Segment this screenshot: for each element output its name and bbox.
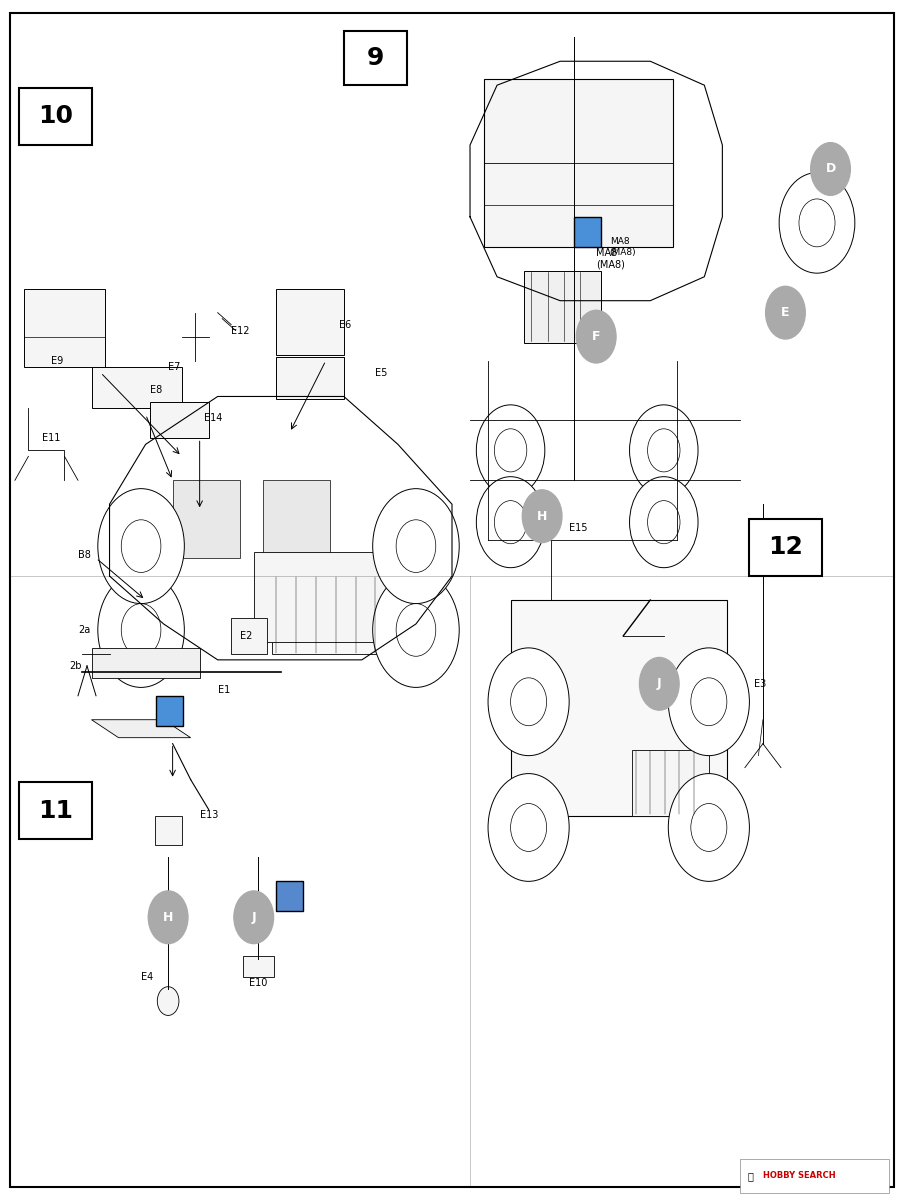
Bar [263, 480, 330, 558]
Circle shape [488, 648, 569, 756]
Text: 2a: 2a [78, 625, 90, 635]
Text: E15: E15 [569, 523, 587, 533]
Circle shape [234, 890, 274, 943]
Bar [91, 648, 200, 678]
Circle shape [628, 476, 697, 568]
Text: D: D [824, 162, 834, 175]
Text: E13: E13 [200, 810, 218, 821]
Text: 10: 10 [38, 104, 73, 128]
Bar [276, 356, 343, 398]
Bar [23, 289, 105, 366]
Text: MA8
(MA8): MA8 (MA8) [609, 238, 636, 257]
Bar [524, 271, 600, 342]
Text: 2b: 2b [69, 661, 81, 671]
Circle shape [396, 520, 435, 572]
Circle shape [628, 404, 697, 496]
Text: J: J [656, 677, 661, 690]
Text: E14: E14 [204, 413, 222, 424]
Circle shape [690, 678, 726, 726]
Circle shape [647, 428, 679, 472]
Circle shape [494, 428, 526, 472]
Bar [276, 881, 303, 911]
Bar [19, 88, 91, 145]
Circle shape [690, 804, 726, 852]
Bar [231, 618, 267, 654]
Bar [276, 289, 343, 354]
Text: E11: E11 [42, 433, 61, 443]
Text: 12: 12 [768, 535, 802, 559]
Text: H: H [163, 911, 173, 924]
Circle shape [476, 476, 545, 568]
Circle shape [396, 604, 435, 656]
Circle shape [148, 890, 188, 943]
Circle shape [522, 490, 562, 542]
Bar [749, 518, 821, 576]
Bar [573, 217, 600, 247]
Text: B8: B8 [78, 550, 91, 559]
Text: 🔍: 🔍 [747, 1171, 752, 1181]
Circle shape [647, 500, 679, 544]
Text: E6: E6 [339, 319, 351, 330]
Bar [254, 552, 393, 642]
Text: HOBBY SEARCH: HOBBY SEARCH [762, 1171, 834, 1181]
Bar [483, 79, 672, 247]
Bar [243, 955, 274, 977]
Bar [740, 1159, 889, 1193]
Circle shape [778, 173, 854, 274]
Circle shape [576, 311, 615, 362]
Text: 11: 11 [38, 799, 73, 823]
Text: E3: E3 [753, 679, 766, 689]
Text: E9: E9 [51, 355, 63, 366]
Text: E10: E10 [249, 978, 267, 988]
Bar [272, 576, 397, 654]
Circle shape [810, 143, 850, 196]
Text: E12: E12 [231, 325, 249, 336]
Bar [343, 31, 406, 85]
Text: E: E [780, 306, 789, 319]
Circle shape [372, 488, 459, 604]
Circle shape [510, 804, 546, 852]
Circle shape [667, 648, 749, 756]
Text: E1: E1 [218, 685, 229, 695]
Text: H: H [536, 510, 546, 523]
Circle shape [372, 572, 459, 688]
Text: 9: 9 [367, 47, 384, 71]
Bar [510, 600, 726, 816]
Text: MA8
(MA8): MA8 (MA8) [596, 248, 624, 270]
Text: E4: E4 [141, 972, 154, 982]
Text: E5: E5 [375, 367, 387, 378]
Text: E2: E2 [240, 631, 252, 641]
Text: F: F [591, 330, 600, 343]
Circle shape [494, 500, 526, 544]
Circle shape [157, 986, 179, 1015]
Circle shape [638, 658, 678, 710]
Circle shape [121, 520, 161, 572]
Circle shape [667, 774, 749, 881]
Circle shape [98, 572, 184, 688]
Bar [19, 782, 91, 840]
Circle shape [765, 287, 805, 340]
Text: J: J [251, 911, 256, 924]
Circle shape [476, 404, 545, 496]
Circle shape [98, 488, 184, 604]
Bar [91, 366, 182, 408]
Bar [154, 816, 182, 846]
Circle shape [121, 604, 161, 656]
Bar [150, 402, 209, 438]
Circle shape [510, 678, 546, 726]
Circle shape [798, 199, 834, 247]
Circle shape [488, 774, 569, 881]
Text: E8: E8 [150, 385, 163, 396]
Text: E7: E7 [168, 361, 181, 372]
Bar [631, 750, 708, 816]
Polygon shape [91, 720, 191, 738]
Bar [172, 480, 240, 558]
Bar [156, 696, 183, 726]
